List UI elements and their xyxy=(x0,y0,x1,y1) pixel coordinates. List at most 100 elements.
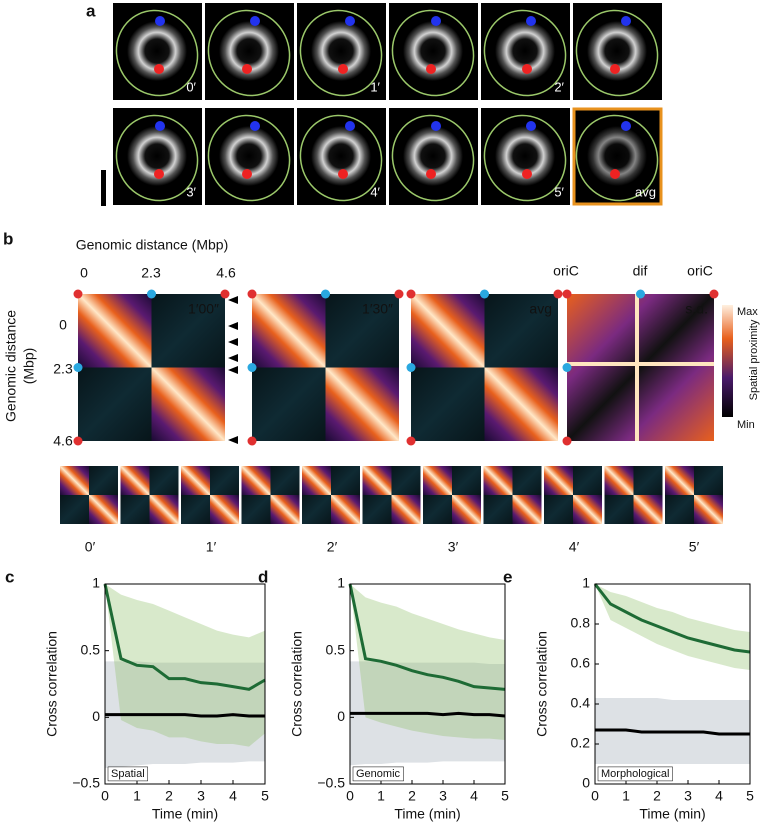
plot-box xyxy=(104,583,266,785)
mean-line xyxy=(595,728,750,736)
x-tick-label: 1 xyxy=(622,788,630,804)
chromosome xyxy=(311,126,371,186)
chromosome xyxy=(127,21,187,81)
time-label: 3′ xyxy=(448,539,459,555)
dif-spot xyxy=(621,16,631,26)
locus-dot xyxy=(562,436,572,446)
y-tick-label: 1 xyxy=(582,575,590,591)
y-tick-label: 0 xyxy=(92,708,100,724)
dif-spot xyxy=(250,121,260,131)
cell-outline xyxy=(391,9,475,97)
time-label: 0′ xyxy=(85,539,96,555)
x-tick-label: 3 xyxy=(439,788,447,804)
heatmap-block xyxy=(270,495,300,524)
heatmap-block xyxy=(391,495,421,524)
x-tick-label: 5 xyxy=(746,788,754,804)
x-tick-label: 4 xyxy=(715,788,723,804)
x-tick-label: 5 xyxy=(261,788,269,804)
annotation: Genomic xyxy=(356,768,401,780)
ori-spot xyxy=(338,64,348,74)
cell-outline xyxy=(115,114,199,202)
heatmap-block xyxy=(252,294,326,368)
panel-letter: a xyxy=(86,1,96,20)
marker-dif: dif xyxy=(633,263,648,279)
heatmap-block xyxy=(241,466,271,495)
heatmap-block xyxy=(325,367,399,441)
x-tick-label: 1 xyxy=(133,788,141,804)
dif-spot xyxy=(526,16,536,26)
heatmap-block xyxy=(544,466,573,495)
mean-line xyxy=(105,713,265,718)
axis-title: Genomic distance (Mbp) xyxy=(76,237,229,253)
x-tick-label: 2 xyxy=(408,788,416,804)
heatmap-block xyxy=(604,466,634,495)
locus-dot xyxy=(220,289,230,299)
cell-outline xyxy=(207,114,291,202)
annotation: Morphological xyxy=(601,768,669,780)
heatmap-block xyxy=(484,367,558,441)
cell-outline xyxy=(575,9,659,97)
map-label: 1′00″ xyxy=(188,301,219,317)
chromosome xyxy=(219,21,279,81)
sd-map xyxy=(567,294,714,441)
annotation: Spatial xyxy=(111,768,145,780)
x-tick-label: 3 xyxy=(197,788,205,804)
y-axis-label: Cross correlation xyxy=(44,631,60,737)
y-tick-label: 0.5 xyxy=(326,641,346,657)
avg-frame xyxy=(572,107,663,206)
ori-spot xyxy=(610,64,620,74)
band xyxy=(105,584,265,747)
locus-dot xyxy=(73,363,83,372)
time-label: 5′ xyxy=(689,539,700,555)
tick-label: 4.6 xyxy=(216,265,236,281)
y-axis-title-line: Genomic distance xyxy=(3,310,19,422)
annotation-bg xyxy=(107,766,148,782)
heatmap-block xyxy=(483,466,513,495)
heatmap-block xyxy=(210,495,239,524)
y-axis-title-line: (Mbp) xyxy=(21,348,37,385)
arrowhead xyxy=(228,322,238,330)
time-label: 2′ xyxy=(554,79,564,94)
annotation-bg xyxy=(352,766,404,782)
heatmap-block xyxy=(302,466,331,495)
locus-dot xyxy=(321,289,330,299)
cell-outline xyxy=(299,9,383,97)
x-tick-label: 4 xyxy=(229,788,237,804)
time-label: 0′ xyxy=(186,79,196,94)
ori-spot xyxy=(242,64,252,74)
dif-spot xyxy=(431,121,441,131)
time-label: 4′ xyxy=(569,539,580,555)
cell-outline xyxy=(299,114,383,202)
x-tick-label: 3 xyxy=(684,788,692,804)
cell-outline xyxy=(207,9,291,97)
marker-ori: oriC xyxy=(553,263,579,279)
y-tick-label: 0.5 xyxy=(81,641,101,657)
scale-bar xyxy=(101,170,106,206)
chromosome xyxy=(127,126,187,186)
locus-dot xyxy=(73,289,83,299)
ori-spot xyxy=(522,64,532,74)
locus-dot xyxy=(247,436,257,446)
locus-dot xyxy=(406,289,416,299)
colorbar-title: Spatial proximity xyxy=(748,319,760,400)
content: a 0′ 1′ 2′ 3′ 4′ 5′ avg b Genomic distance (Mbp) 0… xyxy=(3,1,760,822)
cell-outline xyxy=(575,114,659,202)
x-axis-label: Time (min) xyxy=(152,806,218,822)
chromosome xyxy=(495,21,555,81)
locus-dot xyxy=(147,289,156,299)
panel-letter: b xyxy=(3,229,13,248)
cell-outline xyxy=(391,114,475,202)
tick-label: 4.6 xyxy=(53,433,73,449)
locus-dot xyxy=(636,289,645,299)
dif-spot xyxy=(345,121,355,131)
x-tick-label: 2 xyxy=(165,788,173,804)
heatmap-block xyxy=(78,294,152,368)
y-tick-label: 0.8 xyxy=(571,615,591,631)
heatmap-block xyxy=(89,495,118,524)
chromosome xyxy=(311,21,371,81)
band xyxy=(595,584,750,670)
time-label: 1′ xyxy=(370,79,380,94)
tick-label: 2.3 xyxy=(53,361,73,377)
x-tick-label: 4 xyxy=(470,788,478,804)
